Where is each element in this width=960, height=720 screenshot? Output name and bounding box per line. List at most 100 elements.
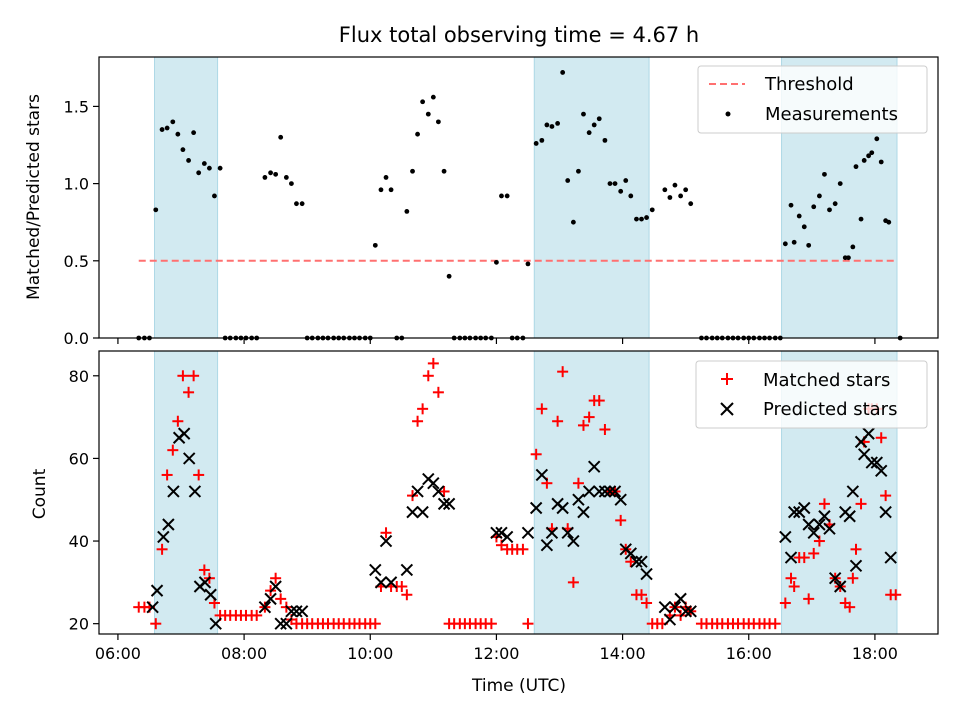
predicted-star-marker — [198, 576, 212, 589]
measurement-point — [667, 195, 673, 200]
measurement-point — [196, 170, 202, 176]
measurement-point — [533, 141, 539, 146]
matched-star-marker — [536, 403, 548, 415]
count-panel: 06:00 08:00 10:00 12:00 14:00 16:00 18:00 20 40… — [30, 350, 939, 696]
y-tick-label: 80 — [69, 367, 89, 386]
matched-star-marker — [422, 370, 434, 382]
x-tick-label: 18:00 — [852, 644, 898, 663]
matched-star-marker — [808, 547, 820, 559]
predicted-star-marker — [535, 468, 549, 482]
measurement-point — [788, 202, 794, 208]
measurement-point — [388, 187, 394, 193]
y-tick-label: 0.5 — [64, 252, 89, 271]
matched-star-marker — [438, 485, 450, 497]
predicted-star-marker — [784, 551, 798, 564]
matched-star-marker — [599, 423, 611, 435]
measurement-point — [827, 207, 832, 213]
measurement-point — [628, 193, 634, 199]
bottom-legend: Matched stars Predicted stars — [695, 360, 928, 429]
predicted-star-marker — [846, 485, 860, 498]
measurement-point — [853, 164, 859, 170]
predicted-star-marker — [879, 505, 892, 519]
measurement-point — [191, 130, 197, 136]
matched-star-marker — [557, 366, 569, 378]
measurement-point — [817, 193, 822, 199]
matched-star-marker — [522, 618, 534, 630]
measurement-point — [560, 70, 566, 75]
measurement-point — [262, 175, 268, 180]
matched-star-marker — [636, 589, 648, 601]
predicted-star-marker — [290, 605, 303, 618]
matched-star-marker — [850, 543, 862, 555]
measurement-point — [639, 216, 644, 222]
predicted-star-marker — [162, 518, 175, 531]
measurement-point — [607, 181, 613, 187]
matched-star-marker — [177, 370, 189, 382]
predicted-star-marker — [798, 501, 811, 515]
bottom-legend-box — [695, 360, 928, 429]
predicted-star-marker — [545, 526, 559, 539]
measurement-point — [278, 134, 284, 140]
bottom-axes-frame — [98, 350, 939, 635]
matched-star-marker — [890, 589, 902, 601]
measurement-point — [644, 215, 649, 220]
predicted-star-marker — [379, 534, 393, 548]
matched-star-marker — [183, 386, 195, 398]
predicted-star-marker — [818, 510, 831, 523]
legend-matched-swatch — [721, 373, 733, 385]
predicted-star-marker — [295, 605, 309, 618]
predicted-star-marker — [582, 485, 596, 498]
measurement-point — [441, 168, 447, 174]
matched-star-marker — [844, 601, 856, 613]
top-legend: Threshold Measurements — [697, 65, 928, 134]
predicted-star-marker — [608, 485, 622, 498]
measurement-point — [201, 161, 207, 166]
measurement-point — [683, 187, 689, 193]
y-tick-label: 0.0 — [64, 329, 89, 348]
y-tick-label: 1.0 — [64, 175, 89, 194]
predicted-star-marker — [437, 497, 451, 511]
predicted-star-marker — [674, 592, 687, 606]
observing-interval — [154, 350, 219, 635]
predicted-star-marker — [813, 518, 826, 531]
measurement-point — [796, 213, 802, 219]
measurement-point — [499, 193, 504, 199]
predicted-star-marker — [640, 567, 653, 581]
x-tick-label: 16:00 — [726, 644, 772, 663]
measurement-point — [420, 99, 426, 105]
matched-star-marker — [880, 490, 892, 502]
measurement-point — [159, 127, 165, 132]
predicted-star-marker — [146, 600, 159, 614]
predicted-star-marker — [679, 605, 692, 618]
predicted-star-marker — [834, 580, 847, 593]
measurement-point — [586, 130, 592, 136]
observing-interval — [533, 350, 650, 635]
predicted-star-marker — [603, 485, 617, 498]
predicted-star-marker — [556, 501, 569, 515]
predicted-star-marker — [787, 505, 801, 519]
legend-measurements-label: Measurements — [765, 104, 898, 125]
measurement-point — [791, 239, 797, 245]
predicted-star-marker — [209, 617, 222, 630]
matched-star-marker — [567, 576, 579, 588]
predicted-star-marker — [150, 584, 164, 597]
predicted-star-marker — [406, 505, 419, 519]
x-tick-label: 14:00 — [600, 644, 646, 663]
measurement-point — [596, 116, 602, 122]
y-tick-label: 1.5 — [64, 97, 89, 116]
measurement-point — [869, 150, 875, 156]
measurement-point — [186, 158, 191, 163]
predicted-star-marker — [567, 534, 580, 548]
predicted-star-marker — [630, 555, 643, 568]
predicted-stars-series — [146, 427, 897, 630]
top-axes-frame — [98, 56, 939, 339]
measurement-point — [846, 255, 851, 261]
measurement-point — [268, 170, 273, 176]
matched-star-marker — [769, 618, 781, 630]
predicted-star-marker — [843, 510, 856, 523]
measurement-point — [410, 168, 415, 174]
measurement-point — [206, 165, 212, 171]
matched-star-marker — [530, 448, 542, 460]
measurement-point — [662, 187, 668, 193]
